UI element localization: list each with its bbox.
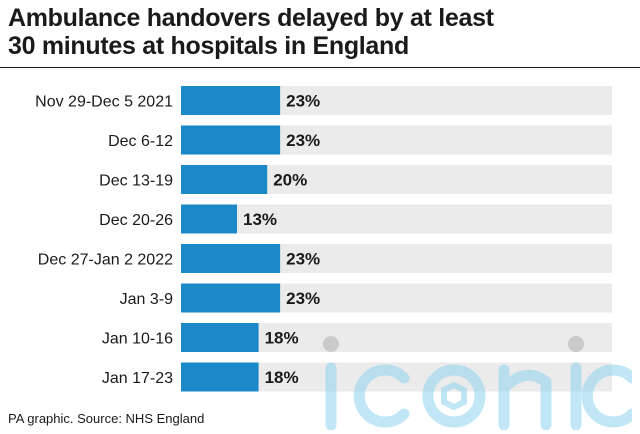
bar [181,165,268,194]
bar [181,125,281,155]
category-label: Dec 27-Jan 2 2022 [38,252,173,269]
bar [181,86,281,115]
value-label: 18% [265,368,299,387]
chart-title: Ambulance handovers delayed by at least … [8,4,628,60]
category-label: Jan 3-9 [120,291,173,308]
bar-track [181,204,612,234]
value-label: 23% [286,92,320,111]
category-label: Dec 6-12 [108,133,173,150]
bar [181,244,281,273]
title-line-1: Ambulance handovers delayed by at least [8,4,494,32]
value-label: 20% [273,171,307,190]
value-label: 18% [265,329,299,348]
title-divider [0,67,640,68]
title-line-2: 30 minutes at hospitals in England [8,32,409,60]
category-label: Dec 13-19 [99,173,173,190]
bar [181,204,238,234]
source-note: PA graphic. Source: NHS England [8,411,205,426]
bar [181,283,281,313]
category-label: Jan 10-16 [102,331,173,348]
value-label: 23% [286,250,320,269]
iconic-watermark [323,336,632,430]
category-label: Dec 20-26 [99,212,173,229]
bar [181,362,259,392]
category-label: Nov 29-Dec 5 2021 [35,94,173,111]
bar [181,323,259,352]
value-label: 23% [286,289,320,308]
bars-layer: Nov 29-Dec 5 2021 23% Dec 6-12 23% Dec 13-19… [35,86,612,392]
value-label: 23% [286,131,320,150]
value-label: 13% [243,210,277,229]
category-label: Jan 17-23 [102,370,173,387]
